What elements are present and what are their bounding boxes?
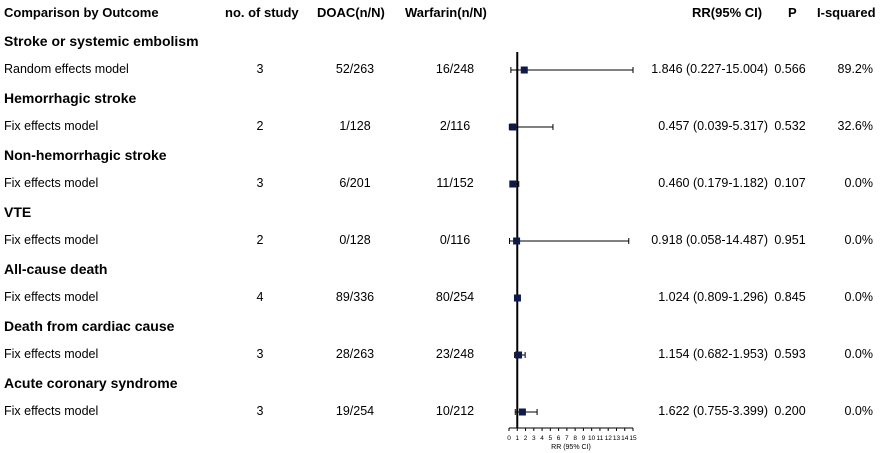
p-cell: 0.532 [774, 119, 806, 133]
header-warfarin: Warfarin(n/N) [405, 5, 487, 20]
warfarin-cell: 23/248 [435, 347, 475, 361]
x-tick-label: 12 [605, 435, 613, 442]
group-title: All-cause death [4, 261, 108, 277]
x-tick-label: 3 [532, 435, 536, 442]
doac-cell: 6/201 [339, 176, 371, 190]
group-title: Non-hemorrhagic stroke [4, 147, 167, 163]
rr-cell: 0.457 (0.039-5.317) [658, 119, 768, 133]
doac-cell: 89/336 [335, 290, 375, 304]
n-study-cell: 3 [256, 176, 264, 190]
rr-cell: 1.846 (0.227-15.004) [651, 62, 768, 76]
x-tick-label: 6 [557, 435, 561, 442]
p-cell: 0.107 [774, 176, 806, 190]
p-cell: 0.566 [774, 62, 806, 76]
x-tick-label: 0 [507, 435, 511, 442]
p-cell: 0.845 [774, 290, 806, 304]
p-cell: 0.200 [774, 404, 806, 418]
header-i-squared: I-squared [817, 5, 876, 20]
x-tick-label: 15 [629, 435, 637, 442]
warfarin-cell: 11/152 [436, 176, 474, 190]
doac-cell: 52/263 [335, 62, 375, 76]
warfarin-cell: 10/212 [435, 404, 475, 418]
group-title: VTE [4, 204, 32, 220]
x-tick-label: 1 [515, 435, 519, 442]
doac-cell: 19/254 [335, 404, 375, 418]
point-estimate [515, 351, 523, 359]
group-title: Death from cardiac cause [4, 318, 175, 334]
x-tick-label: 8 [573, 435, 577, 442]
i-squared-cell: 0.0% [844, 176, 874, 190]
header-p: P [788, 5, 797, 20]
point-estimate [509, 123, 517, 131]
header-n-study: no. of study [225, 5, 299, 20]
point-estimate [513, 294, 521, 302]
n-study-cell: 3 [256, 404, 264, 418]
x-axis-label: RR (95% CI) [551, 444, 591, 451]
i-squared-cell: 0.0% [844, 290, 874, 304]
i-squared-cell: 32.6% [837, 119, 873, 133]
i-squared-cell: 89.2% [837, 62, 873, 76]
i-squared-cell: 0.0% [844, 404, 874, 418]
model-label: Fix effects model [4, 119, 99, 133]
warfarin-cell: 16/248 [435, 62, 475, 76]
group-title: Hemorrhagic stroke [4, 90, 137, 106]
p-cell: 0.951 [774, 233, 806, 247]
point-estimate [518, 408, 526, 416]
rr-cell: 0.460 (0.179-1.182) [658, 176, 768, 190]
warfarin-cell: 0/116 [439, 233, 471, 247]
x-tick-label: 2 [524, 435, 528, 442]
n-study-cell: 3 [256, 62, 264, 76]
x-tick-label: 5 [549, 435, 553, 442]
model-label: Fix effects model [4, 233, 99, 247]
point-estimate [520, 66, 528, 74]
n-study-cell: 4 [256, 290, 264, 304]
header-rr: RR(95% CI) [692, 5, 763, 20]
model-label: Fix effects model [4, 404, 99, 418]
n-study-cell: 2 [256, 233, 264, 247]
x-tick-label: 4 [540, 435, 544, 442]
header-doac: DOAC(n/N) [317, 5, 385, 20]
model-label: Fix effects model [4, 176, 99, 190]
x-tick-label: 7 [565, 435, 569, 442]
doac-cell: 1/128 [339, 119, 371, 133]
model-label: Fix effects model [4, 347, 99, 361]
p-cell: 0.593 [774, 347, 806, 361]
i-squared-cell: 0.0% [844, 347, 874, 361]
group-title: Stroke or systemic embolism [4, 33, 199, 49]
warfarin-cell: 80/254 [435, 290, 475, 304]
model-label: Fix effects model [4, 290, 99, 304]
point-estimate [513, 237, 521, 245]
doac-cell: 28/263 [335, 347, 375, 361]
x-tick-label: 9 [582, 435, 586, 442]
doac-cell: 0/128 [339, 233, 371, 247]
x-tick-label: 11 [597, 435, 604, 442]
warfarin-cell: 2/116 [439, 119, 471, 133]
rr-cell: 1.154 (0.682-1.953) [658, 347, 768, 361]
n-study-cell: 3 [256, 347, 264, 361]
x-tick-label: 14 [621, 435, 629, 442]
i-squared-cell: 0.0% [844, 233, 874, 247]
rr-cell: 1.622 (0.755-3.399) [658, 404, 768, 418]
n-study-cell: 2 [256, 119, 264, 133]
point-estimate [509, 180, 517, 188]
model-label: Random effects model [4, 62, 129, 76]
header-outcome: Comparison by Outcome [4, 5, 159, 20]
rr-cell: 0.918 (0.058-14.487) [651, 233, 768, 247]
rr-cell: 1.024 (0.809-1.296) [658, 290, 768, 304]
group-title: Acute coronary syndrome [4, 375, 178, 391]
x-tick-label: 13 [613, 435, 621, 442]
x-tick-label: 10 [588, 435, 596, 442]
